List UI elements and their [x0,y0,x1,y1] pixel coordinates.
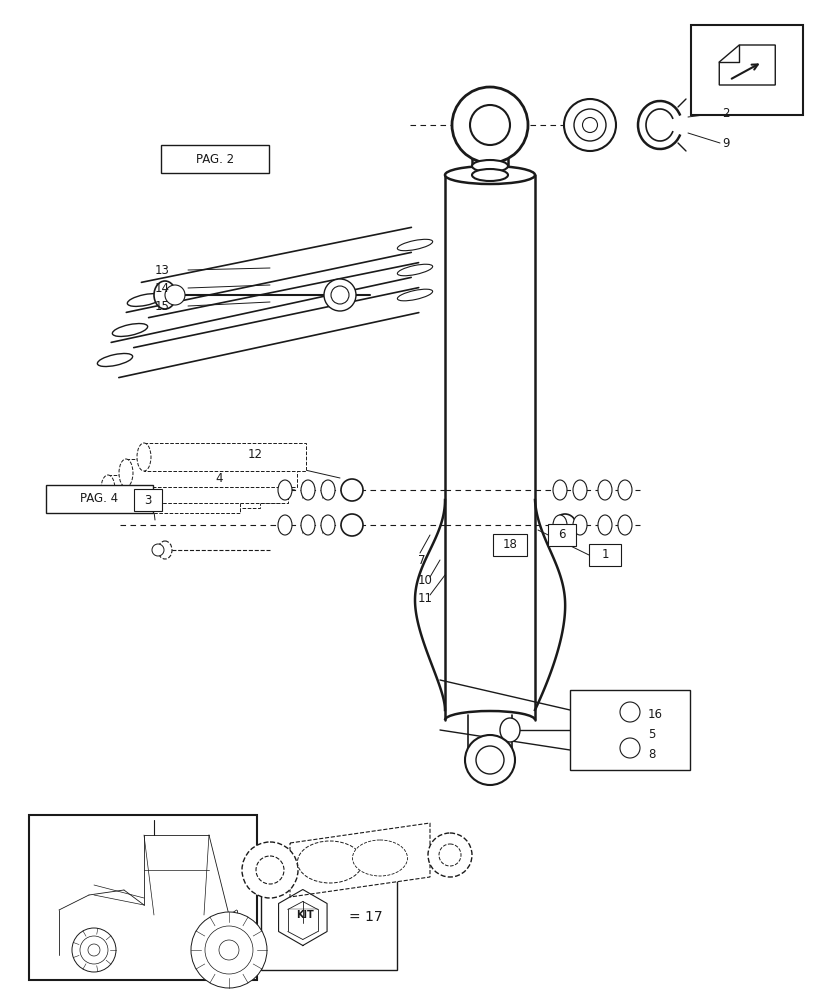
FancyBboxPatch shape [569,690,689,770]
Ellipse shape [572,515,586,535]
Text: 10: 10 [418,574,433,586]
FancyBboxPatch shape [126,459,297,487]
Circle shape [152,544,164,556]
Ellipse shape [444,166,534,184]
Ellipse shape [136,443,151,471]
Text: 15: 15 [155,300,170,312]
Text: 5: 5 [648,728,655,742]
FancyBboxPatch shape [29,815,256,980]
Circle shape [72,928,116,972]
Circle shape [205,926,253,974]
Ellipse shape [158,541,172,559]
Ellipse shape [119,459,133,487]
Ellipse shape [617,515,631,535]
Text: 4: 4 [215,472,222,485]
Text: 6: 6 [557,528,565,542]
Circle shape [191,912,266,988]
Text: 2: 2 [721,107,729,120]
Circle shape [465,735,514,785]
FancyBboxPatch shape [118,477,280,503]
Ellipse shape [278,480,292,500]
Circle shape [341,514,362,536]
FancyBboxPatch shape [118,484,260,508]
Ellipse shape [552,480,566,500]
Ellipse shape [397,264,433,276]
FancyBboxPatch shape [134,489,162,511]
Text: 13: 13 [155,263,170,276]
Text: 18: 18 [502,538,517,552]
Circle shape [331,286,348,304]
Ellipse shape [98,353,132,367]
Circle shape [323,279,356,311]
Ellipse shape [301,480,314,500]
Text: 7: 7 [418,554,425,566]
Ellipse shape [597,515,611,535]
Ellipse shape [617,480,631,500]
Ellipse shape [397,289,432,301]
Ellipse shape [101,475,115,503]
Ellipse shape [500,718,519,742]
Circle shape [438,844,461,866]
Ellipse shape [321,480,335,500]
Text: 16: 16 [648,708,662,722]
FancyBboxPatch shape [118,491,240,513]
FancyBboxPatch shape [144,443,306,471]
Ellipse shape [154,281,176,309]
Ellipse shape [563,99,615,151]
Circle shape [476,746,504,774]
Text: 3: 3 [144,493,151,506]
Ellipse shape [112,324,147,336]
Ellipse shape [297,841,362,883]
Text: 1: 1 [600,548,608,562]
Ellipse shape [552,515,566,535]
Polygon shape [289,823,429,897]
Ellipse shape [471,160,508,172]
Text: 14: 14 [155,282,170,294]
Ellipse shape [573,109,605,141]
Ellipse shape [471,169,508,181]
Text: 11: 11 [418,591,433,604]
Ellipse shape [301,515,314,535]
FancyBboxPatch shape [547,524,576,546]
Text: PAG. 4: PAG. 4 [80,492,118,506]
Ellipse shape [582,118,597,133]
Text: = 17: = 17 [349,910,382,924]
Circle shape [165,285,184,305]
Ellipse shape [352,840,407,876]
Circle shape [553,514,576,536]
Circle shape [341,479,362,501]
Circle shape [619,702,639,722]
Text: PAG. 2: PAG. 2 [196,153,234,166]
Ellipse shape [278,515,292,535]
Polygon shape [719,45,774,85]
Circle shape [619,738,639,758]
FancyBboxPatch shape [691,25,802,115]
Circle shape [241,842,298,898]
FancyBboxPatch shape [588,544,620,566]
Circle shape [256,856,284,884]
Circle shape [80,936,108,964]
Circle shape [218,940,239,960]
Ellipse shape [321,515,335,535]
Circle shape [452,87,528,163]
Text: 8: 8 [648,748,655,762]
Text: 12: 12 [248,448,263,462]
Circle shape [428,833,471,877]
FancyBboxPatch shape [45,485,153,513]
Ellipse shape [127,294,162,306]
FancyBboxPatch shape [108,475,288,503]
Ellipse shape [597,480,611,500]
Ellipse shape [397,239,433,251]
Text: KIT: KIT [295,910,313,920]
Ellipse shape [572,480,586,500]
Circle shape [470,105,509,145]
FancyBboxPatch shape [161,145,269,173]
FancyBboxPatch shape [492,534,526,556]
Circle shape [88,944,100,956]
FancyBboxPatch shape [261,865,397,970]
Text: 9: 9 [721,137,729,150]
